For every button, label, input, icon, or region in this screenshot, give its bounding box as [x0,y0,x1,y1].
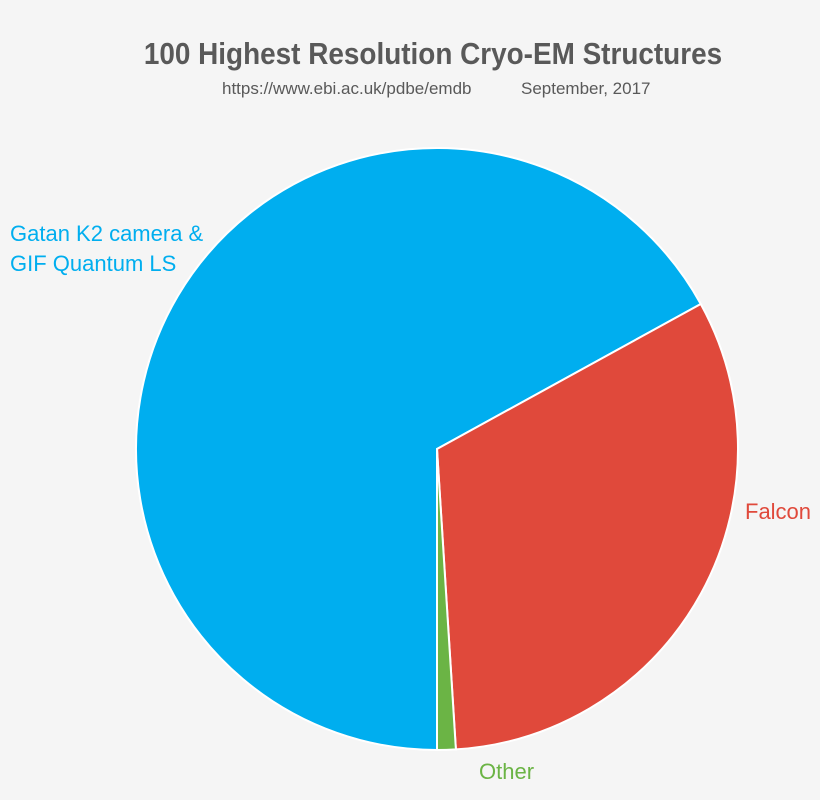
label-gatan-line1: Gatan K2 camera & [10,221,204,246]
label-gatan: Gatan K2 camera & GIF Quantum LS [10,219,203,279]
subtitle-date: September, 2017 [521,79,651,98]
pie-slice-1 [435,302,739,751]
label-other: Other [479,759,535,784]
chart-title: 100 Highest Resolution Cryo-EM Structure… [143,36,723,71]
subtitle-source: https://www.ebi.ac.uk/pdbe/emdb [222,79,472,98]
label-falcon: Falcon [745,499,812,524]
pie-slice-0 [135,147,703,752]
pie-slice-2 [436,448,457,752]
label-gatan-line2: GIF Quantum LS [10,251,177,276]
